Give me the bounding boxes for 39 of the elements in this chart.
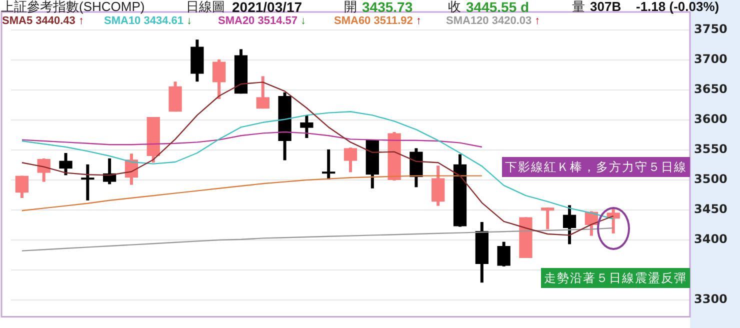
y-tick-label: 3450 — [694, 202, 728, 216]
candlestick — [562, 205, 576, 244]
text: SMA10 3434.61 ↓ — [104, 15, 192, 27]
candlestick — [322, 149, 336, 180]
candlestick — [81, 164, 94, 200]
candlestick — [432, 166, 445, 206]
candlestick — [497, 242, 510, 266]
candlestick — [37, 158, 50, 182]
y-tick-label: 3300 — [694, 292, 728, 306]
y-tick-label: 3550 — [694, 142, 728, 156]
candlestick — [15, 176, 29, 198]
annotation: 量 — [572, 0, 585, 14]
annotation: 開 — [344, 0, 357, 14]
annotation: 日線圖 — [186, 0, 225, 14]
candlestick — [344, 148, 358, 172]
annotation: 2021/03/17 — [232, 0, 302, 15]
annotation: 下影線紅Ｋ棒，多方力守５日線 — [502, 157, 690, 177]
text: SMA20 3514.57 ↓ — [218, 15, 306, 27]
y-tick-label: 3700 — [694, 52, 728, 66]
annotation: 走勢沿著５日線震盪反彈 — [541, 268, 690, 288]
y-tick-label: 3600 — [694, 112, 728, 126]
candlestick — [256, 76, 270, 109]
candlestick — [300, 115, 314, 138]
chart-title: 上証參考指數(SHCOMP) — [1, 0, 145, 14]
y-tick-label: 3500 — [694, 172, 728, 186]
text: SMA120 3420.03 ↑ — [446, 15, 540, 27]
annotation: -1.18 (-0.03%) — [636, 0, 720, 14]
candlestick — [59, 153, 72, 176]
text: SMA60 3511.92 ↑ — [334, 15, 422, 27]
annotation: 3435.73 — [362, 0, 413, 15]
candlestick — [541, 208, 554, 230]
y-tick-label: 3650 — [694, 82, 728, 96]
annotation: 3445.55 d — [466, 0, 530, 15]
y-tick-label: 3400 — [694, 232, 728, 246]
annotation: 307B — [590, 0, 622, 14]
text: SMA5 3440.43 ↑ — [2, 15, 84, 27]
y-tick-label: 3750 — [694, 22, 728, 36]
candlestick — [212, 59, 226, 99]
annotation: 收 — [448, 0, 461, 14]
